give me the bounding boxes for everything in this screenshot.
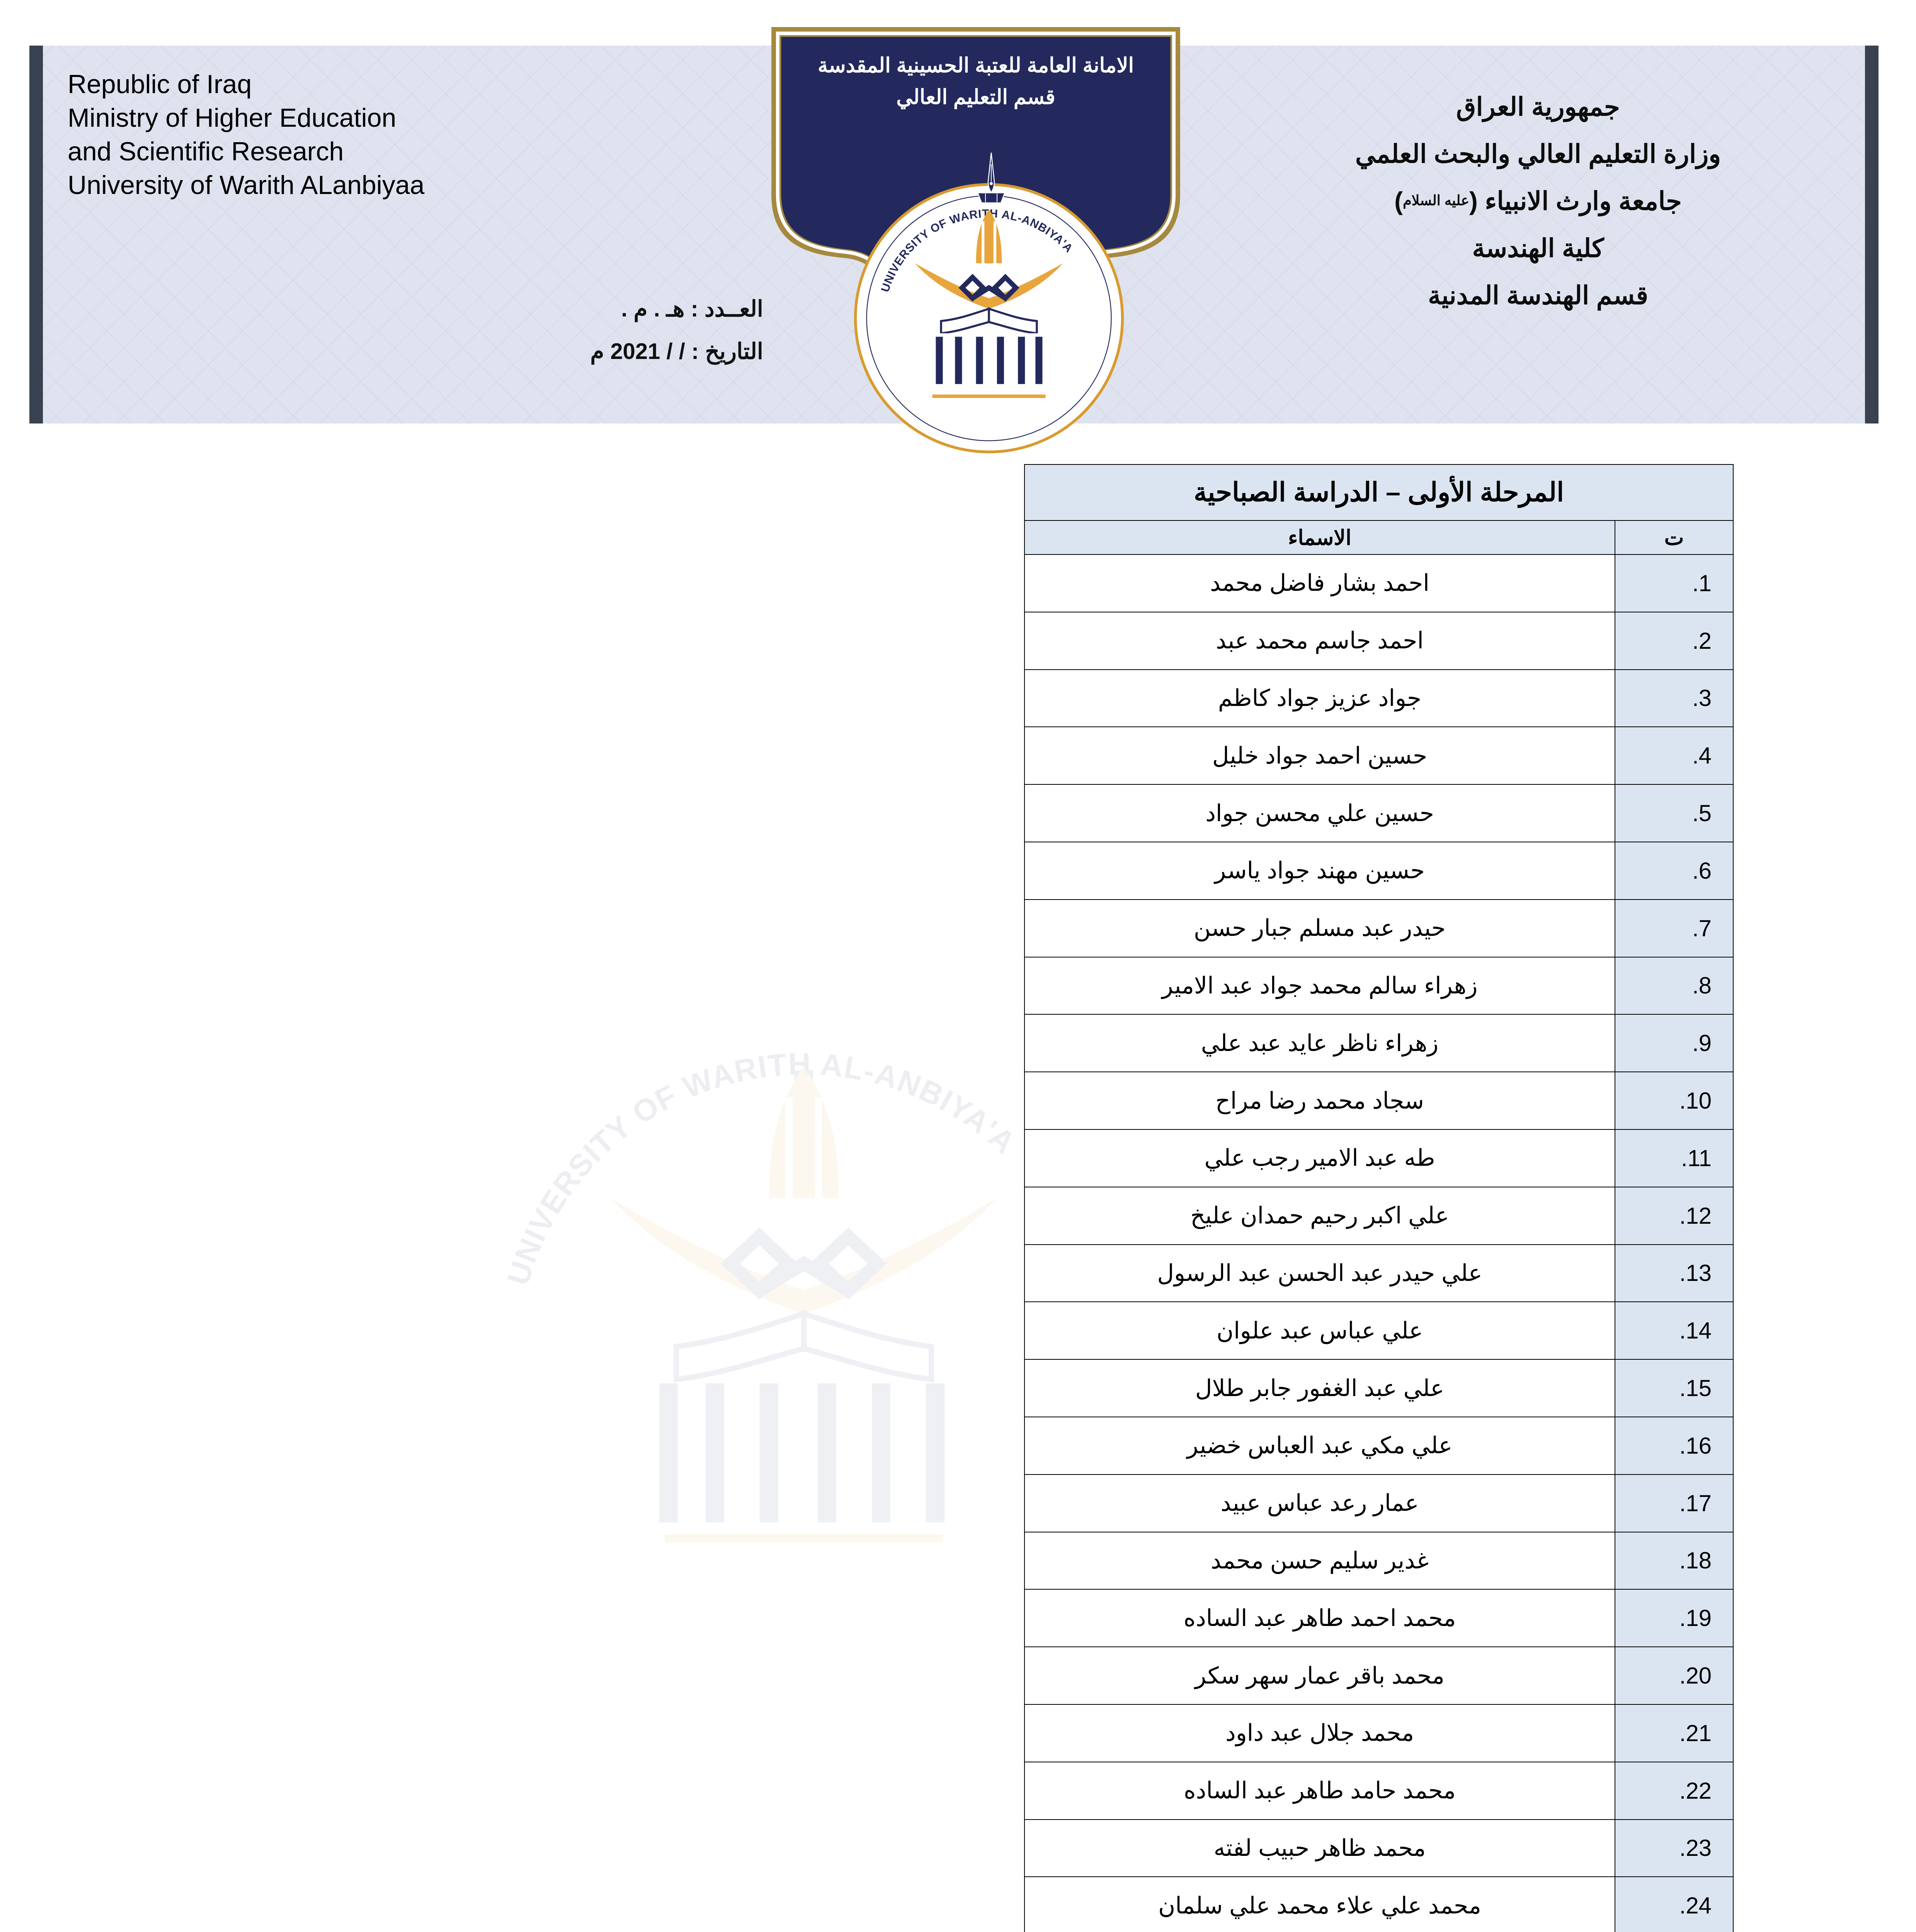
svg-text:UNIVERSITY OF WARITH AL-ANBIYA: UNIVERSITY OF WARITH AL-ANBIYA'A	[500, 1047, 1022, 1289]
